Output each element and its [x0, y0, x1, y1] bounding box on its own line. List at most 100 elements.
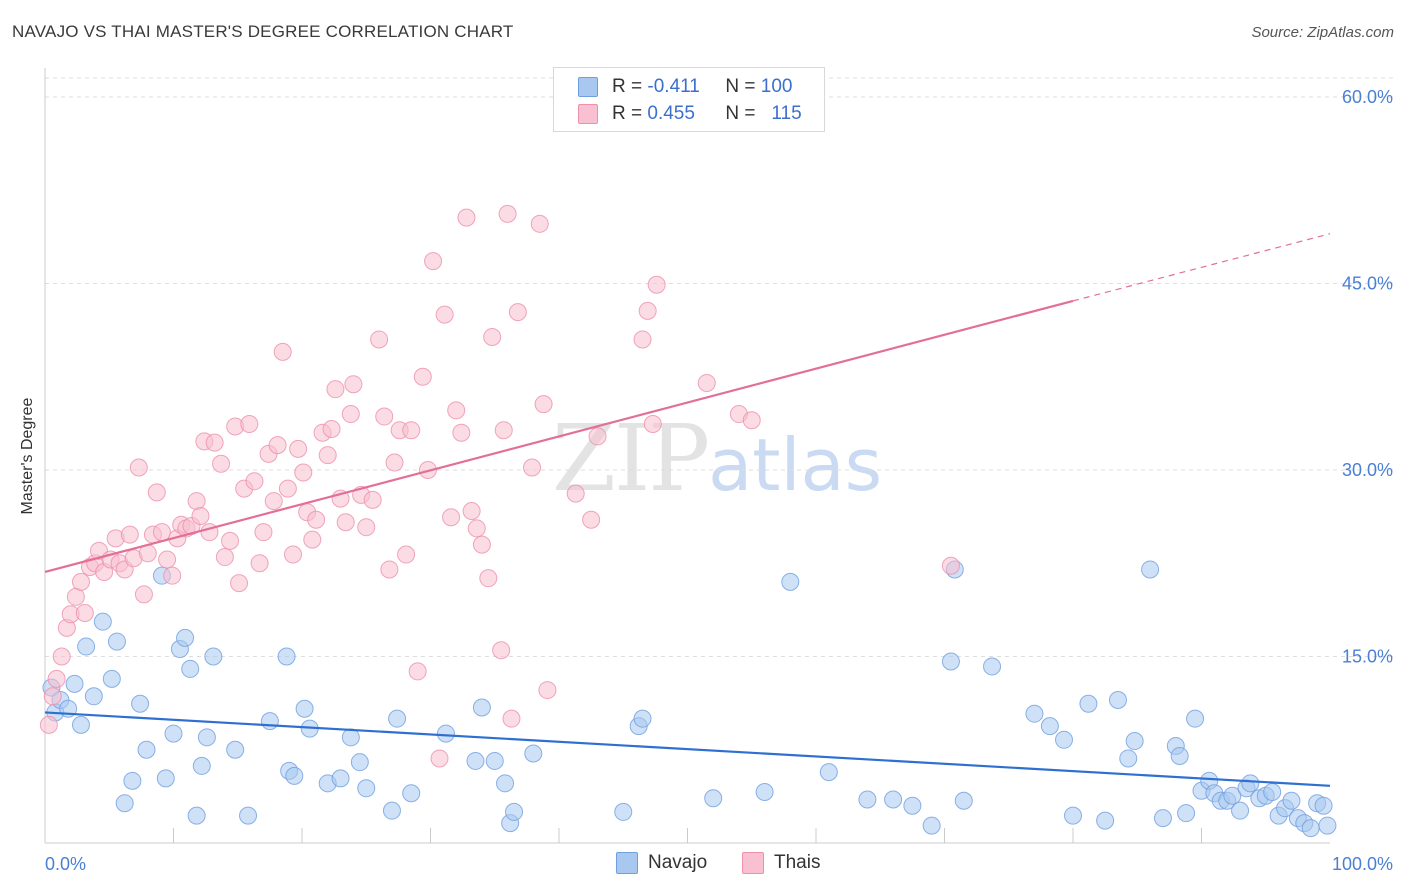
thais-point — [273, 342, 292, 361]
thais-point — [278, 479, 297, 498]
navajo-point — [84, 687, 103, 706]
navajo-point — [1096, 811, 1115, 830]
thais-point — [254, 523, 273, 542]
thais-point — [472, 535, 491, 554]
navajo-point — [1223, 786, 1242, 805]
thais-trend-line — [44, 299, 1074, 574]
thais-point — [457, 208, 476, 227]
thais-point — [284, 545, 303, 564]
thais-point — [163, 566, 182, 585]
navajo-point — [1186, 709, 1205, 728]
navajo-point — [176, 628, 195, 647]
navajo-point — [357, 779, 376, 798]
thais-point — [187, 492, 206, 511]
thais-point — [75, 603, 94, 622]
navajo-point — [341, 728, 360, 747]
thais-point — [66, 587, 85, 606]
thais-point — [494, 421, 513, 440]
thais-point — [492, 641, 511, 660]
navajo-point — [505, 802, 524, 821]
series-legend-navajo[interactable]: Navajo — [616, 852, 707, 874]
navajo-point — [388, 709, 407, 728]
thais-point — [408, 662, 427, 681]
legend-n-label: N = — [725, 76, 756, 97]
thais-point — [303, 530, 322, 549]
thais-point — [397, 545, 416, 564]
navajo-point — [1025, 704, 1044, 723]
thais-point — [643, 414, 662, 433]
thais-point — [215, 548, 234, 567]
thais-point — [120, 525, 139, 544]
navajo-point — [226, 740, 245, 759]
navajo-point — [131, 694, 150, 713]
thais-point — [647, 275, 666, 294]
chart-title: NAVAJO VS THAI MASTER'S DEGREE CORRELATI… — [12, 22, 514, 41]
navajo-point — [115, 794, 134, 813]
thais-point — [152, 523, 171, 542]
thais-point — [742, 411, 761, 430]
legend-swatch-thais — [578, 104, 598, 124]
thais-point — [289, 439, 308, 458]
navajo-point — [1170, 746, 1189, 765]
thais-point — [502, 709, 521, 728]
thais-point — [221, 531, 240, 550]
navajo-point — [107, 632, 126, 651]
series-label-navajo: Navajo — [648, 852, 708, 873]
thais-point — [523, 458, 542, 477]
navajo-point — [858, 790, 877, 809]
navajo-point — [93, 612, 112, 631]
thais-point — [363, 490, 382, 509]
thais-point — [424, 252, 443, 271]
thais-point — [402, 421, 421, 440]
navajo-point — [1079, 694, 1098, 713]
navajo-point — [1301, 819, 1320, 838]
navajo-point — [65, 674, 84, 693]
navajo-point — [331, 769, 350, 788]
thais-point — [462, 502, 481, 521]
thais-point — [294, 463, 313, 482]
thais-point — [375, 407, 394, 426]
thais-point — [534, 395, 553, 414]
navajo-point — [954, 791, 973, 810]
thais-point — [633, 330, 652, 349]
navajo-point — [614, 802, 633, 821]
series-legend-thais[interactable]: Thais — [742, 852, 820, 874]
navajo-point — [260, 712, 279, 731]
thais-point — [483, 327, 502, 346]
thais-point — [43, 687, 62, 706]
x-tick-label-min: 0.0% — [45, 854, 86, 874]
thais-point — [341, 405, 360, 424]
thais-point — [566, 484, 585, 503]
thais-point — [430, 749, 449, 768]
navajo-point — [1055, 730, 1074, 749]
navajo-point — [1108, 691, 1127, 710]
navajo-point — [903, 796, 922, 815]
thais-point — [326, 380, 345, 399]
navajo-point — [1119, 749, 1138, 768]
series-swatch-thais — [742, 852, 764, 874]
navajo-point — [472, 698, 491, 717]
series-swatch-navajo — [616, 852, 638, 874]
navajo-trend-line — [44, 711, 1331, 787]
navajo-point — [781, 572, 800, 591]
navajo-point — [819, 763, 838, 782]
thais-point — [205, 433, 224, 452]
navajo-point — [164, 724, 183, 743]
thais-point — [245, 472, 264, 491]
navajo-point — [633, 709, 652, 728]
thais-point — [447, 401, 466, 420]
thais-point — [582, 510, 601, 529]
navajo-point — [496, 774, 515, 793]
y-tick-label: 60.0% — [1342, 87, 1393, 107]
thais-point — [498, 204, 517, 223]
legend-r-label: R = — [612, 76, 643, 97]
thais-point — [697, 373, 716, 392]
navajo-point — [1314, 796, 1333, 815]
navajo-point — [71, 715, 90, 734]
thais-point — [322, 419, 341, 438]
navajo-point — [204, 647, 223, 666]
navajo-point — [277, 647, 296, 666]
legend-n-value: 115 — [771, 103, 802, 124]
navajo-point — [941, 652, 960, 671]
